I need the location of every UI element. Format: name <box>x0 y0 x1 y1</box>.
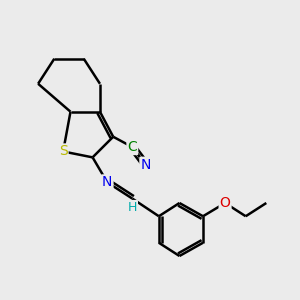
Text: H: H <box>128 201 137 214</box>
Text: O: O <box>220 196 230 210</box>
Text: N: N <box>102 176 112 189</box>
Text: C: C <box>128 140 137 154</box>
Text: N: N <box>140 158 151 172</box>
Text: S: S <box>59 145 68 158</box>
